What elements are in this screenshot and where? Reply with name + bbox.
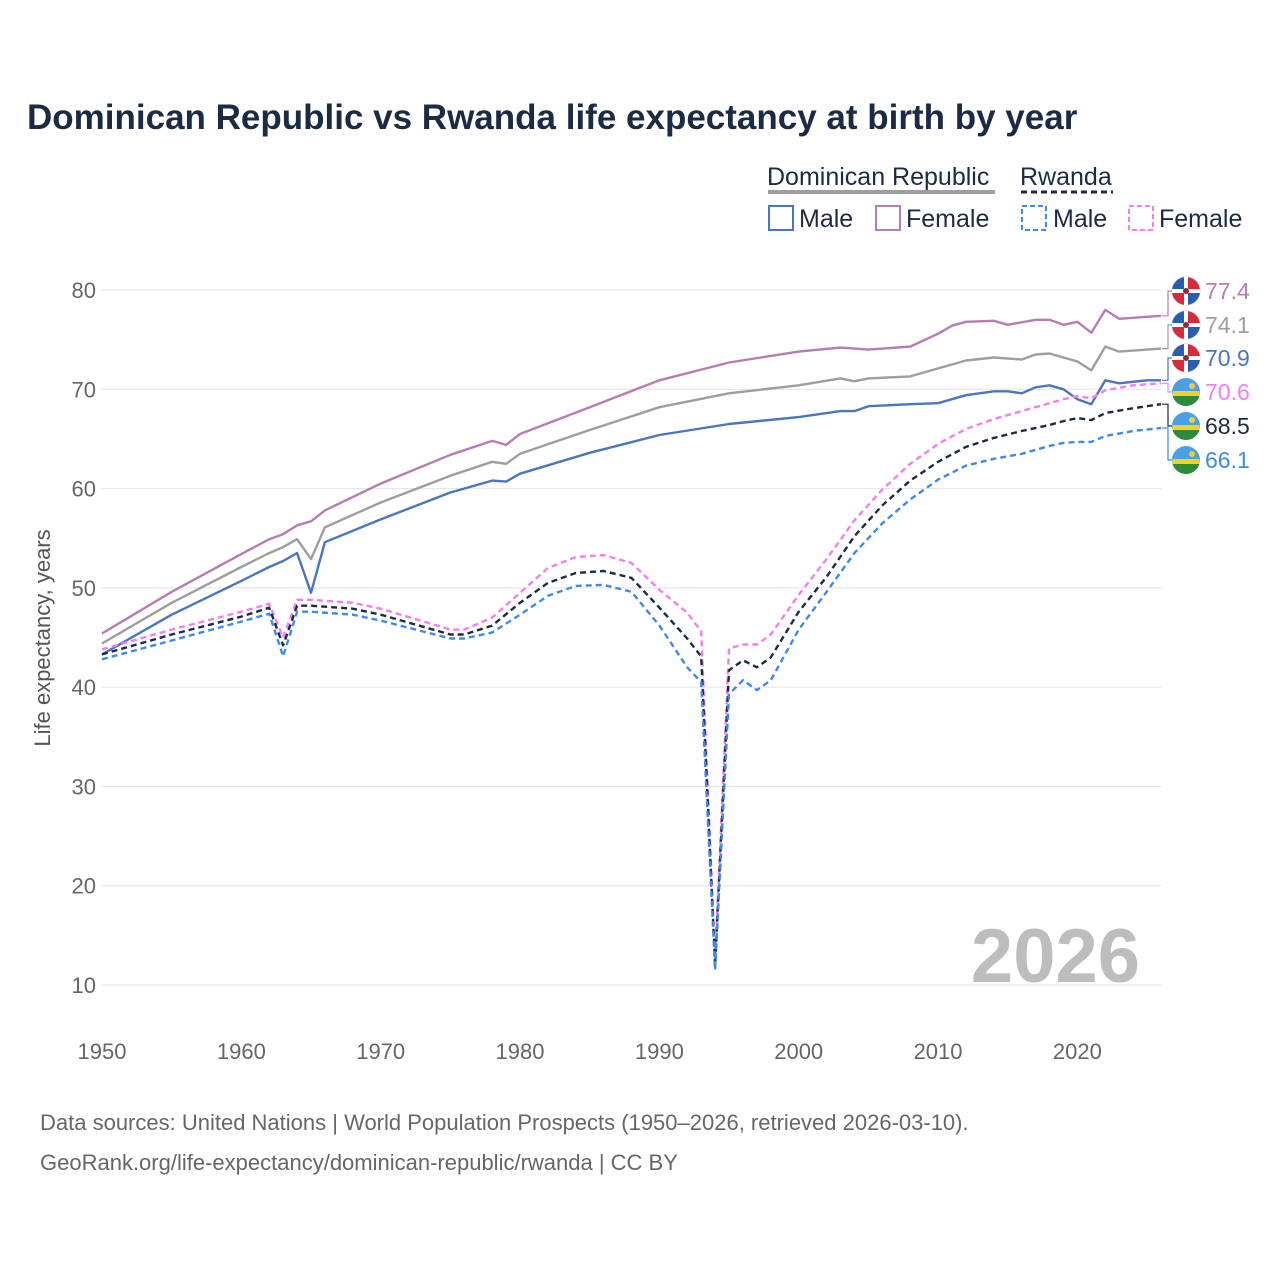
grid	[102, 289, 1161, 986]
legend-rw-female-label: Female	[1159, 205, 1242, 233]
x-tick-label: 1950	[78, 1039, 127, 1064]
series-line-rw-total	[101, 403, 1162, 967]
legend-rw-male-swatch	[1021, 205, 1047, 231]
legend-dominican-republic-title: Dominican Republic	[767, 163, 989, 191]
end-labels: 77.4 74.1 70.9 70.6 68.5 66.1	[1162, 276, 1250, 474]
legend-dr-female-swatch	[875, 205, 901, 231]
legend-dr-male-swatch	[768, 205, 794, 231]
y-axis-label: Life expectancy, years	[30, 529, 55, 746]
x-tick-label: 2010	[914, 1039, 963, 1064]
dominican-republic-flag-icon	[1171, 310, 1201, 340]
chart-title: Dominican Republic vs Rwanda life expect…	[27, 98, 1078, 137]
y-tick-label: 10	[72, 973, 96, 998]
dominican-republic-flag-icon	[1171, 343, 1201, 373]
y-tick-label: 30	[72, 774, 96, 799]
legend: Dominican Republic Rwanda Male Female Ma…	[767, 163, 1242, 233]
series-line-dr-total	[101, 345, 1162, 645]
x-tick-label: 2020	[1053, 1039, 1102, 1064]
y-tick-label: 70	[72, 377, 96, 402]
legend-dr-male-label: Male	[799, 205, 853, 233]
x-tick-label: 2000	[774, 1039, 823, 1064]
legend-rw-female-swatch	[1128, 205, 1154, 231]
legend-rwanda-title: Rwanda	[1020, 163, 1112, 191]
end-label-rw-total: 68.5	[1205, 413, 1250, 439]
series-line-dr-female	[101, 308, 1162, 635]
x-tick-label: 1980	[496, 1039, 545, 1064]
series-line-dr-male	[101, 379, 1161, 656]
y-tick-label: 50	[72, 576, 96, 601]
end-connector	[1162, 324, 1172, 350]
end-label-dr-total: 74.1	[1205, 312, 1250, 338]
end-connector	[1162, 357, 1172, 381]
series-lines	[101, 308, 1162, 972]
end-label-rw-male: 66.1	[1205, 447, 1250, 473]
rwanda-flag-icon	[1172, 412, 1200, 440]
end-connector	[1162, 427, 1172, 461]
end-connector	[1162, 382, 1172, 393]
y-tick-label: 80	[72, 278, 96, 303]
x-axis-ticks: 1950 1960 1970 1980 1990 2000 2010 2020	[78, 1039, 1102, 1064]
x-tick-label: 1990	[635, 1039, 684, 1064]
legend-rw-male-label: Male	[1053, 205, 1107, 233]
end-label-dr-male: 70.9	[1205, 345, 1250, 371]
y-tick-label: 40	[72, 675, 96, 700]
end-label-dr-female: 77.4	[1205, 278, 1250, 304]
series-line-rw-male	[101, 426, 1162, 972]
current-year-watermark: 2026	[971, 914, 1140, 999]
end-connector	[1162, 403, 1172, 427]
source-line-1: Data sources: United Nations | World Pop…	[40, 1110, 969, 1135]
legend-dr-female-label: Female	[906, 205, 989, 233]
source-line-2: GeoRank.org/life-expectancy/dominican-re…	[40, 1150, 678, 1175]
end-label-rw-female: 70.6	[1205, 379, 1250, 405]
rwanda-flag-icon	[1172, 378, 1200, 406]
series-line-rw-female	[101, 382, 1162, 964]
x-tick-label: 1970	[356, 1039, 405, 1064]
y-tick-label: 60	[72, 477, 96, 502]
end-connector	[1162, 290, 1172, 317]
dominican-republic-flag-icon	[1171, 276, 1201, 306]
y-tick-label: 20	[72, 874, 96, 899]
x-tick-label: 1960	[217, 1039, 266, 1064]
y-axis-ticks: 10 20 30 40 50 60 70 80	[72, 278, 96, 998]
rwanda-flag-icon	[1172, 446, 1200, 474]
